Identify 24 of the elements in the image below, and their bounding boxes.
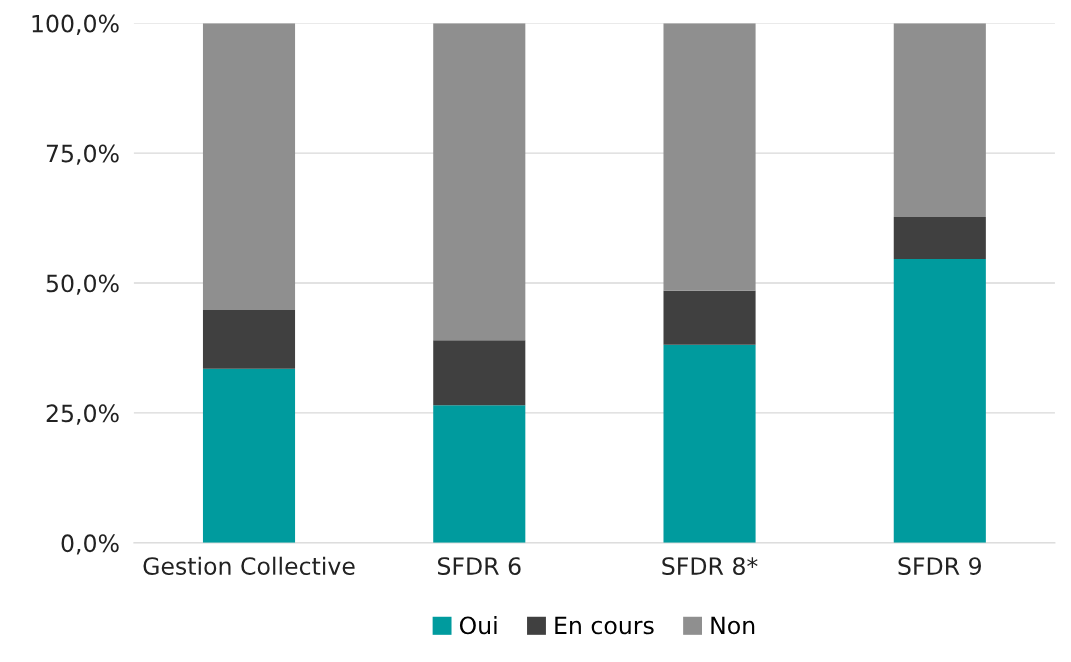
y-tick-label: 75,0% [46,144,119,165]
legend-label: Oui [459,616,497,635]
x-tick-label: Gestion Collective [143,556,355,576]
bar [433,23,526,341]
y-tick-label: 25,0% [46,404,119,425]
legend-label: En cours [555,616,654,635]
bar [663,23,756,291]
bar [893,23,986,218]
y-tick-label: 50,0% [46,274,119,295]
y-tick-label: 0,0% [61,534,119,555]
bar [663,344,756,543]
legend-label: Non [711,616,755,635]
x-tick-label: SFDR 6 [437,557,521,576]
bar [202,23,296,311]
bar [893,259,986,543]
y-tick-label: 100,0% [32,14,119,35]
bar [433,340,526,406]
bar [202,368,296,543]
bar [893,217,986,260]
x-tick-label: SFDR 9 [898,557,981,576]
x-tick-label: SFDR 8* [662,557,758,576]
bar [433,405,526,543]
bar [202,310,296,369]
bar [663,290,756,345]
